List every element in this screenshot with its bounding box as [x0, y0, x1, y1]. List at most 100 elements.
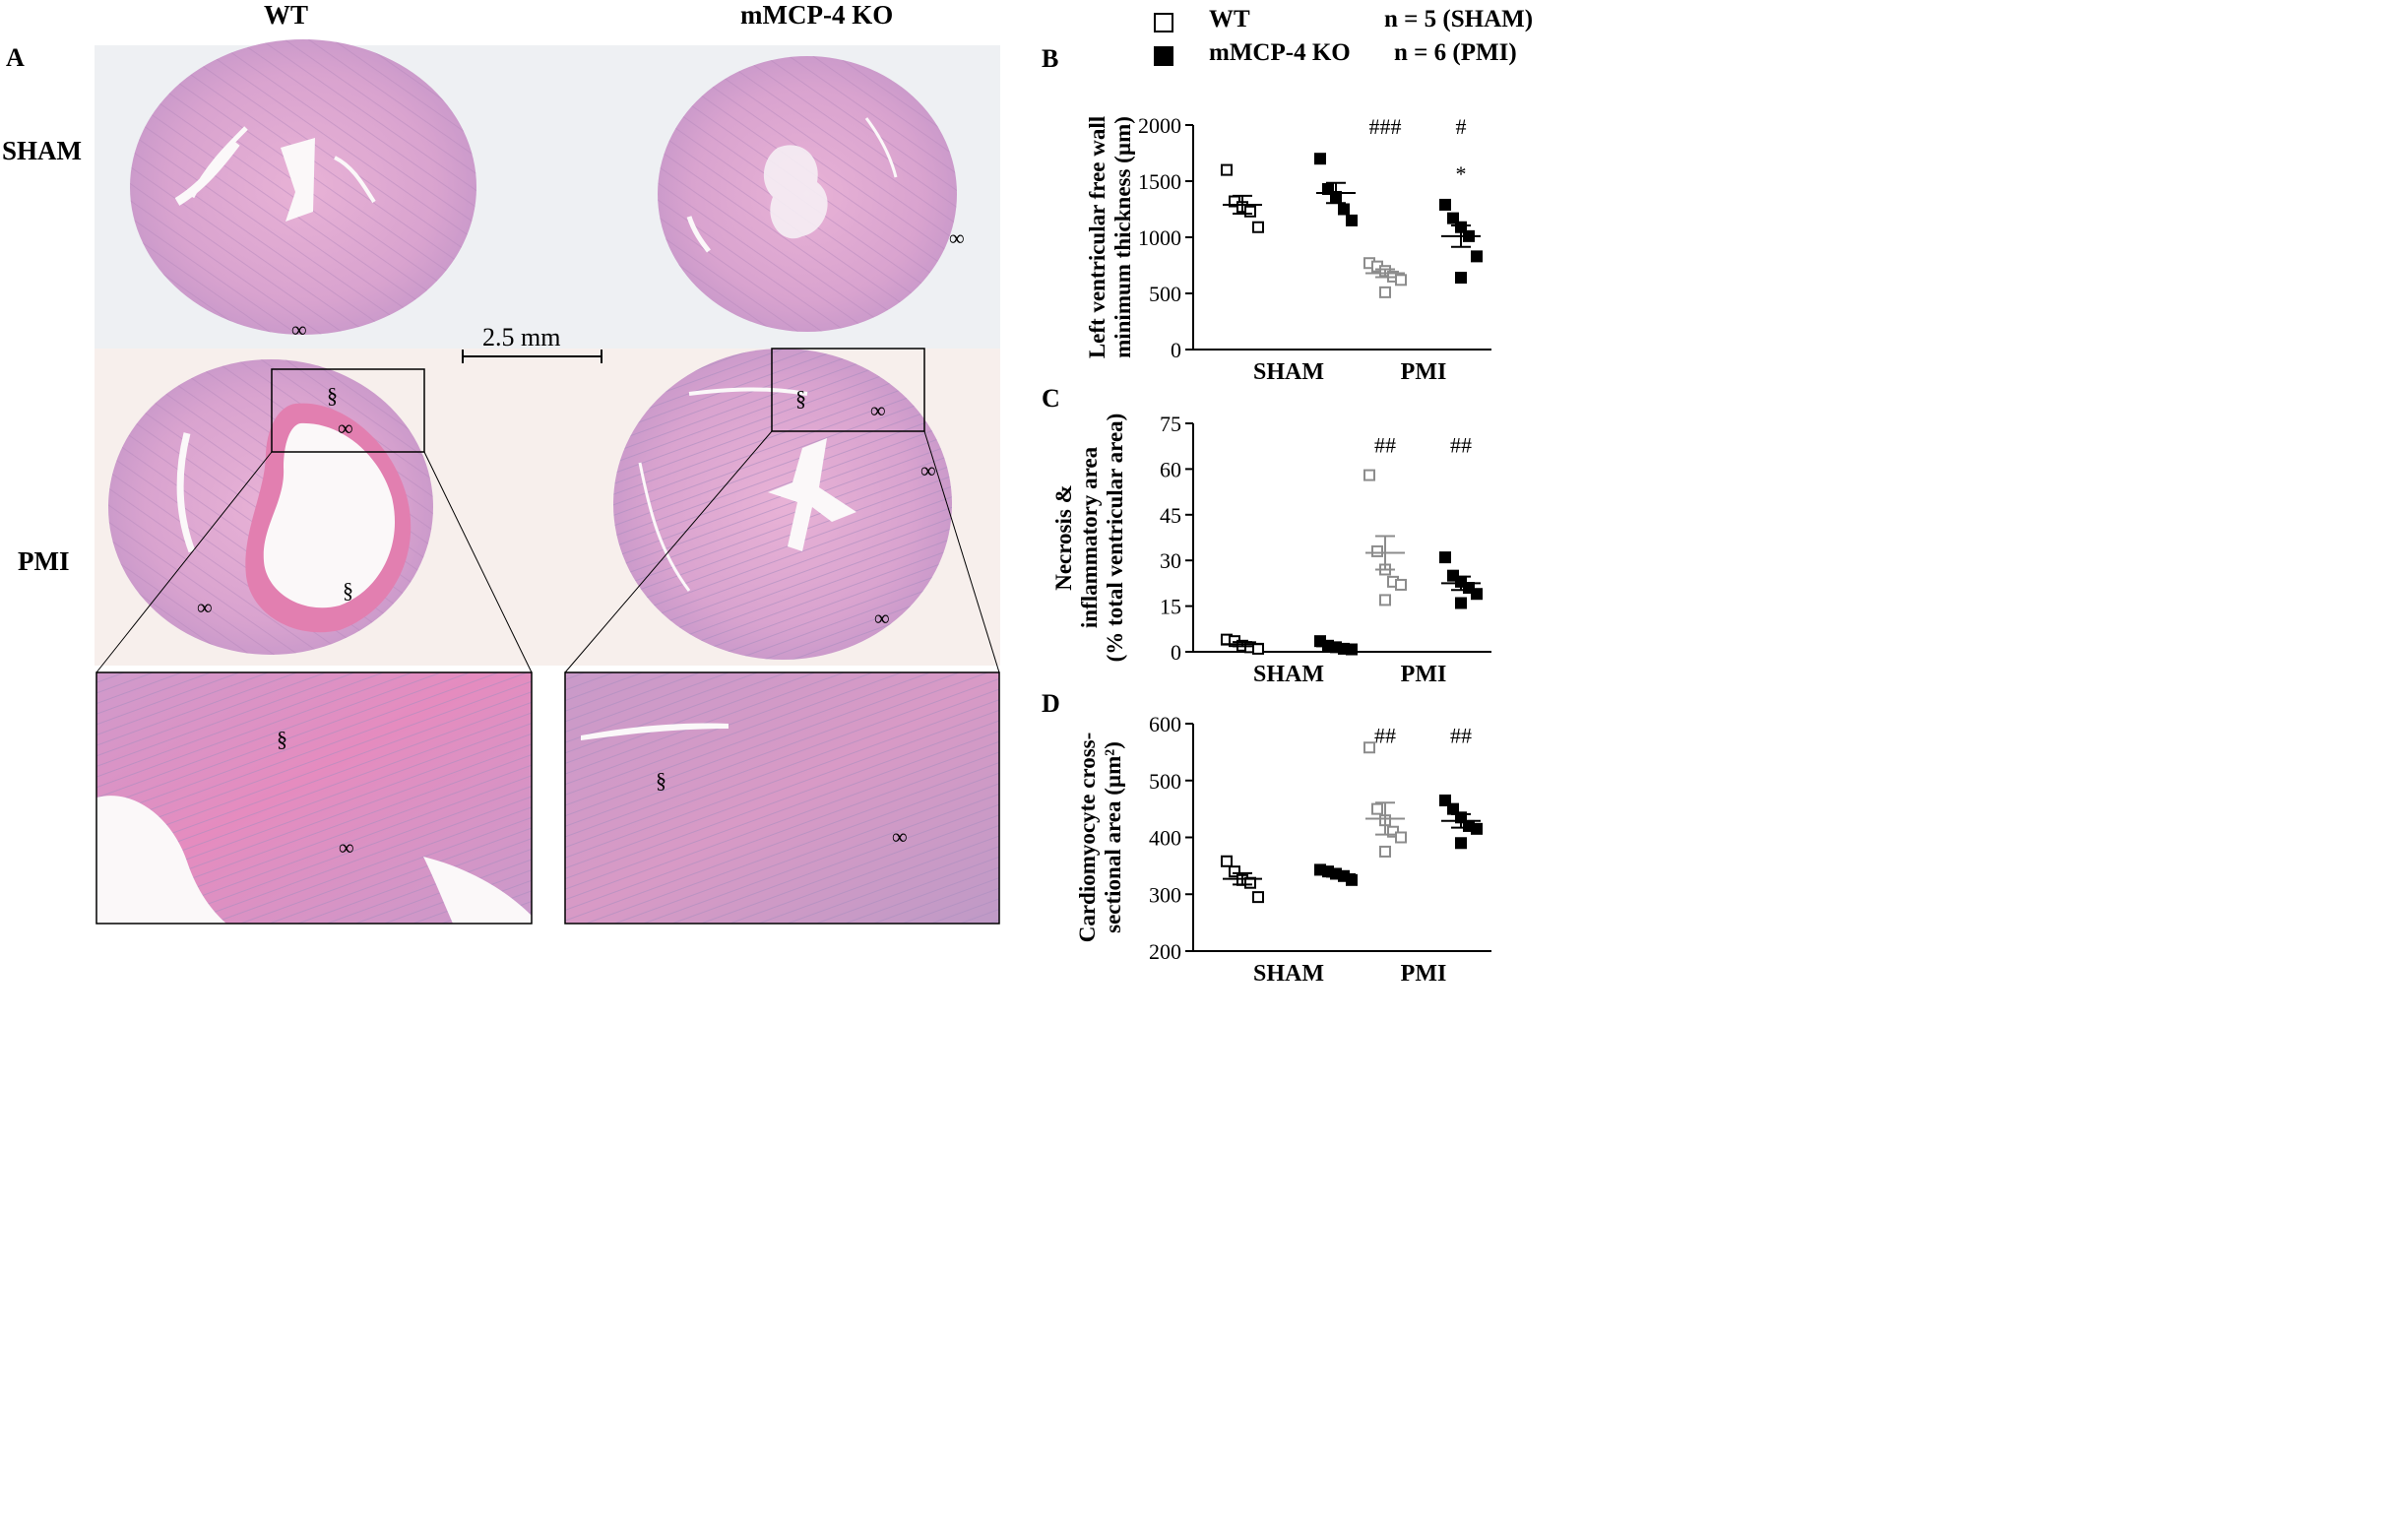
row-label-pmi: PMI [18, 546, 70, 576]
connector-line [923, 430, 1000, 673]
data-point [1439, 794, 1451, 806]
y-axis-title: inflammatory area [1077, 446, 1102, 628]
y-axis-title: sectional area (µm²) [1101, 741, 1125, 933]
data-point [1252, 642, 1264, 655]
data-point [1363, 469, 1375, 481]
data-point [1338, 203, 1350, 216]
y-tick-label: 500 [1149, 282, 1181, 306]
inflammation-symbol: ∞ [949, 225, 965, 250]
legend-marker-open-square [1154, 13, 1173, 32]
data-point [1471, 588, 1483, 601]
legend-label-ko: mMCP-4 KO [1209, 39, 1351, 66]
inflammation-symbol: ∞ [892, 824, 908, 849]
y-tick-label: 1000 [1138, 225, 1181, 250]
y-tick-label: 60 [1160, 457, 1181, 481]
data-point [1439, 198, 1451, 211]
y-tick-label: 0 [1171, 640, 1181, 665]
inflammation-symbol: ∞ [870, 398, 886, 422]
data-point [1229, 865, 1240, 878]
y-tick-label: 0 [1171, 338, 1181, 362]
y-tick-label: 45 [1160, 503, 1181, 528]
n-note-pmi: n = 6 (PMI) [1394, 39, 1517, 66]
y-axis-title: (% total ventricular area) [1103, 414, 1127, 663]
inflammation-symbol: ∞ [197, 595, 213, 619]
data-point [1379, 594, 1391, 606]
inflammation-symbol: ∞ [338, 415, 353, 440]
significance-marker: ## [1450, 724, 1472, 748]
y-tick-label: 30 [1160, 548, 1181, 573]
y-axis-title: minimum thickness (µm) [1110, 116, 1135, 358]
row-label-sham: SHAM [2, 136, 82, 165]
connector-line [423, 451, 533, 673]
inset-box-ko [771, 348, 925, 432]
significance-marker: ## [1374, 724, 1396, 748]
data-point [1439, 551, 1451, 564]
data-point [1447, 212, 1459, 224]
inflammation-symbol: ∞ [920, 458, 936, 482]
data-point [1252, 891, 1264, 904]
data-point [1395, 831, 1407, 844]
data-point [1221, 855, 1233, 867]
significance-marker: ### [1369, 114, 1402, 139]
y-tick-label: 15 [1160, 595, 1181, 619]
y-tick-label: 400 [1149, 826, 1181, 851]
x-category-label: SHAM [1253, 359, 1324, 385]
y-tick-label: 600 [1149, 712, 1181, 736]
significance-marker: ## [1374, 433, 1396, 458]
data-point [1471, 822, 1483, 835]
x-category-label: PMI [1401, 359, 1447, 385]
panel-letter-c: C [1042, 384, 1060, 413]
y-tick-label: 500 [1149, 769, 1181, 794]
heart-ko-sham [658, 56, 957, 332]
heart-wt-sham [130, 39, 476, 335]
necrosis-symbol: § [327, 383, 338, 408]
inflammation-symbol: ∞ [291, 317, 307, 342]
n-note-sham: n = 5 (SHAM) [1384, 6, 1534, 32]
data-point [1395, 274, 1407, 287]
data-point [1346, 214, 1358, 226]
zoom-ko-pmi [564, 671, 1000, 925]
x-category-label: SHAM [1253, 662, 1324, 687]
data-point [1371, 802, 1383, 815]
data-point [1314, 153, 1326, 165]
data-point [1455, 837, 1467, 850]
connector-line [564, 430, 773, 673]
data-point [1455, 272, 1467, 285]
data-point [1252, 221, 1264, 233]
necrosis-symbol: § [277, 727, 287, 751]
x-category-label: SHAM [1253, 961, 1324, 985]
data-point [1346, 643, 1358, 656]
data-point [1363, 741, 1375, 754]
necrosis-symbol: § [795, 386, 806, 411]
heart-ko-pmi [613, 349, 952, 660]
zoom-wt-pmi [95, 671, 533, 925]
necrosis-symbol: § [343, 578, 353, 603]
inset-box-wt [271, 368, 425, 453]
figure: A WT mMCP-4 KO SHAM PMI 2.5 mm ∞ ∞ § ∞ §… [0, 0, 1544, 985]
data-point [1455, 597, 1467, 609]
y-tick-label: 300 [1149, 882, 1181, 907]
data-point [1221, 163, 1233, 176]
connector-line [95, 451, 273, 673]
data-point [1244, 205, 1256, 218]
data-point [1379, 845, 1391, 858]
x-category-label: PMI [1401, 662, 1447, 687]
y-tick-label: 1500 [1138, 169, 1181, 194]
histology-images [95, 39, 1000, 925]
y-axis-title: Cardiomyocyte cross- [1075, 733, 1100, 943]
legend: WT mMCP-4 KO n = 5 (SHAM) n = 6 (PMI) [1152, 6, 1536, 75]
y-tick-label: 2000 [1138, 113, 1181, 138]
significance-marker: ## [1450, 433, 1472, 458]
histology-panel: A WT mMCP-4 KO SHAM PMI 2.5 mm ∞ ∞ § ∞ §… [0, 0, 1014, 985]
data-point [1471, 250, 1483, 263]
y-tick-label: 75 [1160, 412, 1181, 436]
y-axis-title: Left ventricular free wall [1085, 116, 1109, 358]
data-point [1371, 544, 1383, 557]
inflammation-symbol: ∞ [874, 606, 890, 630]
significance-marker: # [1456, 114, 1467, 139]
data-point [1395, 578, 1407, 591]
significance-marker: * [1456, 161, 1467, 186]
x-category-label: PMI [1401, 961, 1447, 985]
scale-bar-label: 2.5 mm [482, 323, 561, 351]
col-header-ko: mMCP-4 KO [740, 0, 894, 30]
